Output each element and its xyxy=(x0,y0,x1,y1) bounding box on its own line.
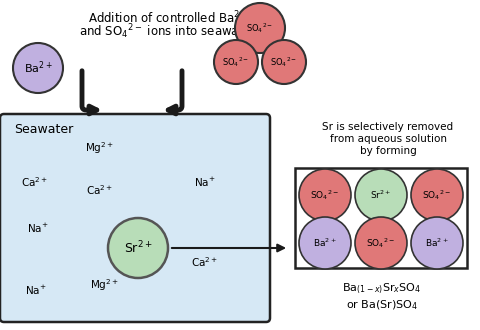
Circle shape xyxy=(235,3,285,53)
Circle shape xyxy=(355,217,407,269)
Text: Seawater: Seawater xyxy=(14,123,73,136)
Text: SO$_4$$^{2-}$: SO$_4$$^{2-}$ xyxy=(222,55,250,69)
Text: Sr is selectively removed: Sr is selectively removed xyxy=(323,122,454,132)
Text: Addition of controlled Ba$^{2+}$: Addition of controlled Ba$^{2+}$ xyxy=(88,10,248,27)
Circle shape xyxy=(13,43,63,93)
Circle shape xyxy=(299,217,351,269)
Text: by forming: by forming xyxy=(360,146,416,156)
Text: SO$_4$$^{2-}$: SO$_4$$^{2-}$ xyxy=(246,21,274,35)
Text: and SO$_4$$^{2-}$ ions into seawater: and SO$_4$$^{2-}$ ions into seawater xyxy=(79,22,257,41)
Text: Ca$^{2+}$: Ca$^{2+}$ xyxy=(192,255,218,269)
Circle shape xyxy=(411,169,463,221)
Text: Na$^{+}$: Na$^{+}$ xyxy=(27,221,49,235)
Circle shape xyxy=(262,40,306,84)
Text: Na$^{+}$: Na$^{+}$ xyxy=(194,176,216,188)
Bar xyxy=(295,168,467,268)
Text: from aqueous solution: from aqueous solution xyxy=(329,134,446,144)
Text: SO$_4$$^{2-}$: SO$_4$$^{2-}$ xyxy=(422,188,452,202)
Circle shape xyxy=(355,169,407,221)
Text: SO$_4$$^{2-}$: SO$_4$$^{2-}$ xyxy=(270,55,298,69)
Text: Sr$^{2+}$: Sr$^{2+}$ xyxy=(371,189,392,201)
Text: Sr$^{2+}$: Sr$^{2+}$ xyxy=(123,240,153,256)
Text: Ba$^{2+}$: Ba$^{2+}$ xyxy=(24,60,52,76)
Text: Na$^{+}$: Na$^{+}$ xyxy=(25,283,47,297)
Text: Ba$^{2+}$: Ba$^{2+}$ xyxy=(425,237,449,249)
Text: Ba$^{2+}$: Ba$^{2+}$ xyxy=(313,237,337,249)
Circle shape xyxy=(299,169,351,221)
Text: SO$_4$$^{2-}$: SO$_4$$^{2-}$ xyxy=(311,188,339,202)
Text: Ca$^{2+}$: Ca$^{2+}$ xyxy=(22,175,48,189)
Text: SO$_4$$^{2-}$: SO$_4$$^{2-}$ xyxy=(366,236,396,250)
FancyBboxPatch shape xyxy=(0,114,270,322)
Text: Ba$_{(1-x)}$Sr$_x$SO$_4$: Ba$_{(1-x)}$Sr$_x$SO$_4$ xyxy=(342,282,421,296)
Text: Mg$^{2+}$: Mg$^{2+}$ xyxy=(91,277,120,293)
Circle shape xyxy=(411,217,463,269)
Circle shape xyxy=(214,40,258,84)
Text: or Ba(Sr)SO$_4$: or Ba(Sr)SO$_4$ xyxy=(346,298,418,312)
Text: Mg$^{2+}$: Mg$^{2+}$ xyxy=(85,140,115,156)
Circle shape xyxy=(108,218,168,278)
Text: Ca$^{2+}$: Ca$^{2+}$ xyxy=(86,183,114,197)
